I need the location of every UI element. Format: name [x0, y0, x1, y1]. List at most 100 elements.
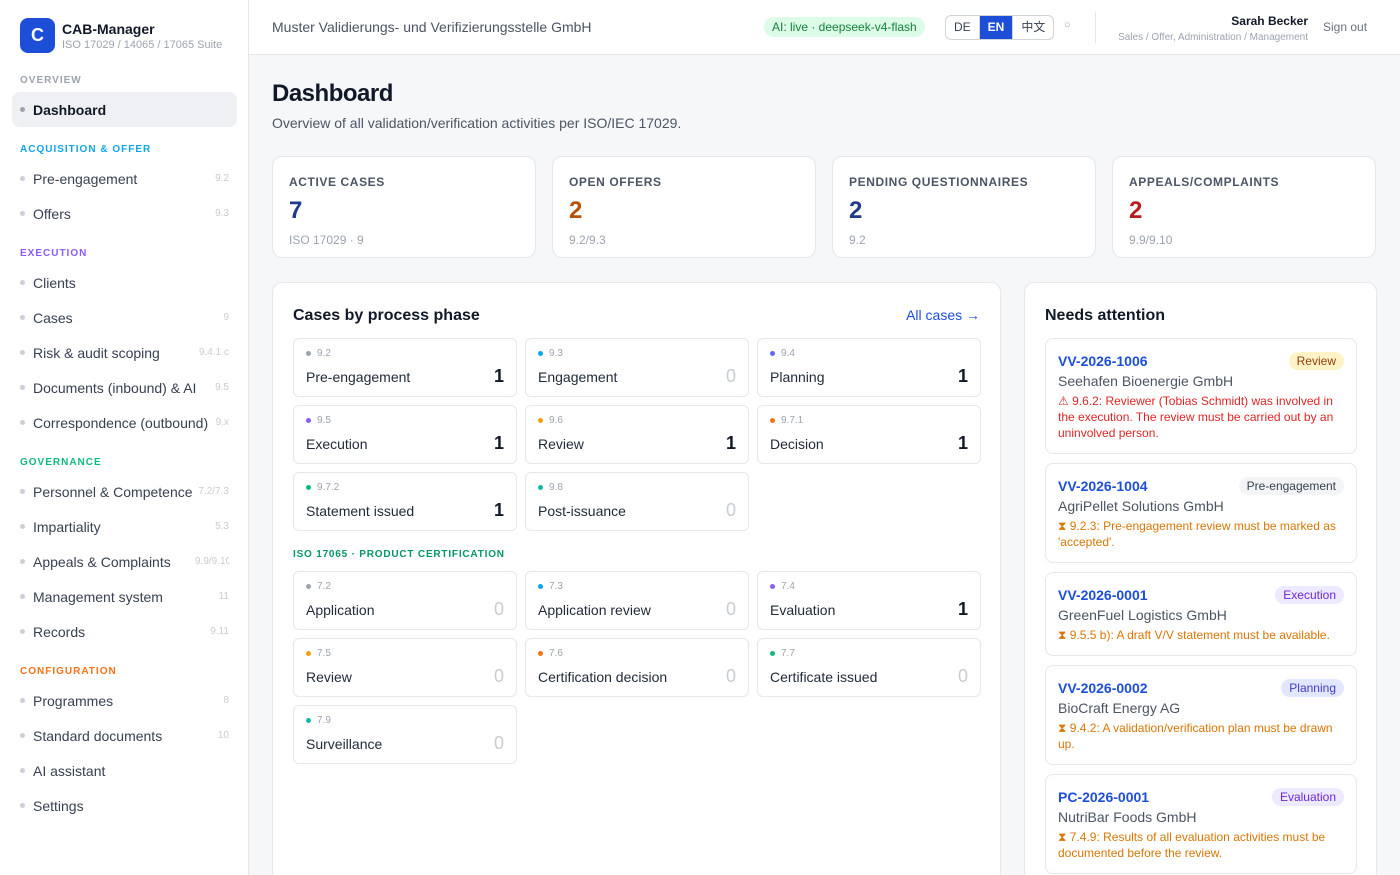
sidebar-item-offers[interactable]: Offers 9.3: [12, 196, 237, 231]
clause-reference: 9.9/9.10: [195, 556, 229, 567]
sidebar-item-label: Records: [33, 623, 86, 640]
iso17065-section-title: ISO 17065 · PRODUCT CERTIFICATION: [293, 549, 505, 560]
sidebar-item-settings[interactable]: Settings: [12, 788, 237, 823]
app-subtitle: ISO 17029 / 14065 / 17065 Suite: [62, 38, 223, 51]
page-subtitle: Overview of all validation/verification …: [272, 115, 682, 131]
sidebar-item-correspondence-outbound[interactable]: Correspondence (outbound) 9.x: [12, 405, 237, 440]
phase-card-pre-engagement[interactable]: 9.2 Pre-engagement 1: [293, 338, 517, 397]
bullet-icon: [20, 733, 25, 738]
sidebar-item-appeals-complaints[interactable]: Appeals & Complaints 9.9/9.10: [12, 544, 237, 579]
phase-card-decision[interactable]: 9.7.1 Decision 1: [757, 405, 981, 464]
attention-message: ⧗ 9.2.3: Pre-engagement review must be m…: [1058, 519, 1336, 549]
sidebar-item-records[interactable]: Records 9.11: [12, 614, 237, 649]
phase-card-application[interactable]: 7.2 Application 0: [293, 571, 517, 630]
phase-card-statement-issued[interactable]: 9.7.2 Statement issued 1: [293, 472, 517, 531]
attention-card[interactable]: VV-2026-0002 Planning BioCraft Energy AG ⧗ …: [1045, 665, 1357, 765]
phase-card-engagement[interactable]: 9.3 Engagement 0: [525, 338, 749, 397]
sidebar-item-label: Settings: [33, 797, 84, 814]
phase-clause: 9.8: [549, 482, 563, 493]
phase-card-certificate-issued[interactable]: 7.7 Certificate issued 0: [757, 638, 981, 697]
clause-reference: 9.3: [215, 208, 229, 219]
sidebar-item-label: Management system: [33, 588, 163, 605]
language-button[interactable]: 中文: [1021, 20, 1046, 34]
sidebar-item-label: Offers: [33, 205, 71, 222]
stat-card-open-offers[interactable]: OPEN OFFERS 2 9.2/9.3: [552, 156, 816, 258]
phase-code: 9.7.1: [770, 415, 803, 426]
attention-card[interactable]: VV-2026-1006 Review Seehafen Bioenergie Gm…: [1045, 338, 1357, 454]
phase-clause: 7.6: [549, 648, 563, 659]
all-cases-link[interactable]: All cases →: [906, 307, 980, 323]
phase-code: 7.4: [770, 581, 795, 592]
sidebar-item-label: Risk & audit scoping: [33, 344, 160, 361]
phase-code: 7.2: [306, 581, 331, 592]
phase-card-certification-decision[interactable]: 7.6 Certification decision 0: [525, 638, 749, 697]
bullet-icon: [20, 350, 25, 355]
phase-card-application-review[interactable]: 7.3 Application review 0: [525, 571, 749, 630]
attention-card[interactable]: VV-2026-0001 Execution GreenFuel Logistics…: [1045, 572, 1357, 656]
brand[interactable]: C CAB-Manager ISO 17029 / 14065 / 17065 …: [20, 18, 222, 53]
phase-card-planning[interactable]: 9.4 Planning 1: [757, 338, 981, 397]
sidebar-item-documents-inbound-ai[interactable]: Documents (inbound) & AI 9.5: [12, 370, 237, 405]
attention-card[interactable]: PC-2026-0001 Evaluation NutriBar Foods Gmb…: [1045, 774, 1357, 874]
stat-card-active-cases[interactable]: ACTIVE CASES 7 ISO 17029 · 9: [272, 156, 536, 258]
status-dot-icon: [306, 718, 311, 723]
language-button[interactable]: DE: [946, 16, 980, 39]
phase-card-review[interactable]: 7.5 Review 0: [293, 638, 517, 697]
phase-card-evaluation[interactable]: 7.4 Evaluation 1: [757, 571, 981, 630]
phase-count: 1: [493, 500, 504, 520]
attention-card[interactable]: VV-2026-1004 Pre-engagement AgriPellet Sol…: [1045, 463, 1357, 563]
bullet-icon: [20, 385, 25, 390]
case-id-link[interactable]: VV-2026-1006: [1058, 353, 1148, 369]
case-id-link[interactable]: VV-2026-1004: [1058, 478, 1148, 494]
sidebar-item-programmes[interactable]: Programmes 8: [12, 683, 237, 718]
sidebar-item-ai-assistant[interactable]: AI assistant: [12, 753, 237, 788]
phase-card-surveillance[interactable]: 7.9 Surveillance 0: [293, 705, 517, 764]
phase-clause: 7.3: [549, 581, 563, 592]
phase-name: Certificate issued: [770, 669, 878, 685]
phase-count: 0: [493, 733, 504, 753]
client-name: GreenFuel Logistics GmbH: [1058, 607, 1227, 623]
sidebar-item-management-system[interactable]: Management system 11: [12, 579, 237, 614]
stat-value: 7: [289, 197, 303, 224]
clause-reference: 9.4.1 c: [198, 347, 229, 358]
sidebar-item-pre-engagement[interactable]: Pre-engagement 9.2: [12, 161, 237, 196]
phase-card-post-issuance[interactable]: 9.8 Post-issuance 0: [525, 472, 749, 531]
needs-attention-panel: Needs attention VV-2026-1006 Review Seehaf…: [1024, 282, 1377, 875]
sidebar-item-risk-audit-scoping[interactable]: Risk & audit scoping 9.4.1 c: [12, 335, 237, 370]
status-badge: Evaluation: [1271, 788, 1344, 806]
case-id-link[interactable]: VV-2026-0001: [1058, 587, 1148, 603]
theme-toggle-icon[interactable]: ○: [1064, 19, 1071, 31]
page-title: Dashboard: [272, 80, 393, 107]
phase-name: Engagement: [538, 369, 618, 385]
phase-count: 1: [957, 599, 968, 619]
sidebar-item-impartiality[interactable]: Impartiality 5.3: [12, 509, 237, 544]
sidebar-item-dashboard[interactable]: Dashboard: [12, 92, 237, 127]
phase-card-review[interactable]: 9.6 Review 1: [525, 405, 749, 464]
phase-name: Execution: [306, 436, 368, 452]
sidebar-item-standard-documents[interactable]: Standard documents 10: [12, 718, 237, 753]
status-dot-icon: [770, 418, 775, 423]
status-dot-icon: [306, 418, 311, 423]
bullet-icon: [20, 489, 25, 494]
stat-card-appeals-complaints[interactable]: APPEALS/COMPLAINTS 2 9.9/9.10: [1112, 156, 1376, 258]
phase-count: 1: [493, 433, 504, 453]
stat-card-pending-questionnaires[interactable]: PENDING QUESTIONNAIRES 2 9.2: [832, 156, 1096, 258]
clause-reference: 9.x: [215, 417, 229, 428]
status-dot-icon: [306, 651, 311, 656]
language-button[interactable]: EN: [979, 16, 1014, 39]
stat-sub: ISO 17029 · 9: [289, 233, 364, 247]
sidebar-item-clients[interactable]: Clients: [12, 265, 237, 300]
sidebar-item-cases[interactable]: Cases 9: [12, 300, 237, 335]
phase-card-execution[interactable]: 9.5 Execution 1: [293, 405, 517, 464]
case-id-link[interactable]: PC-2026-0001: [1058, 789, 1150, 805]
stat-label: OPEN OFFERS: [569, 175, 662, 189]
status-dot-icon: [306, 351, 311, 356]
bullet-icon: [20, 211, 25, 216]
attention-card-header: VV-2026-0001 Execution: [1058, 585, 1344, 605]
bullet-icon: [20, 629, 25, 634]
sign-out-button[interactable]: Sign out: [1323, 20, 1368, 34]
sidebar-item-label: Pre-engagement: [33, 170, 138, 187]
sidebar-item-label: Dashboard: [33, 101, 107, 118]
case-id-link[interactable]: VV-2026-0002: [1058, 680, 1148, 696]
sidebar-item-personnel-competence[interactable]: Personnel & Competence 7.2/7.3: [12, 474, 237, 509]
